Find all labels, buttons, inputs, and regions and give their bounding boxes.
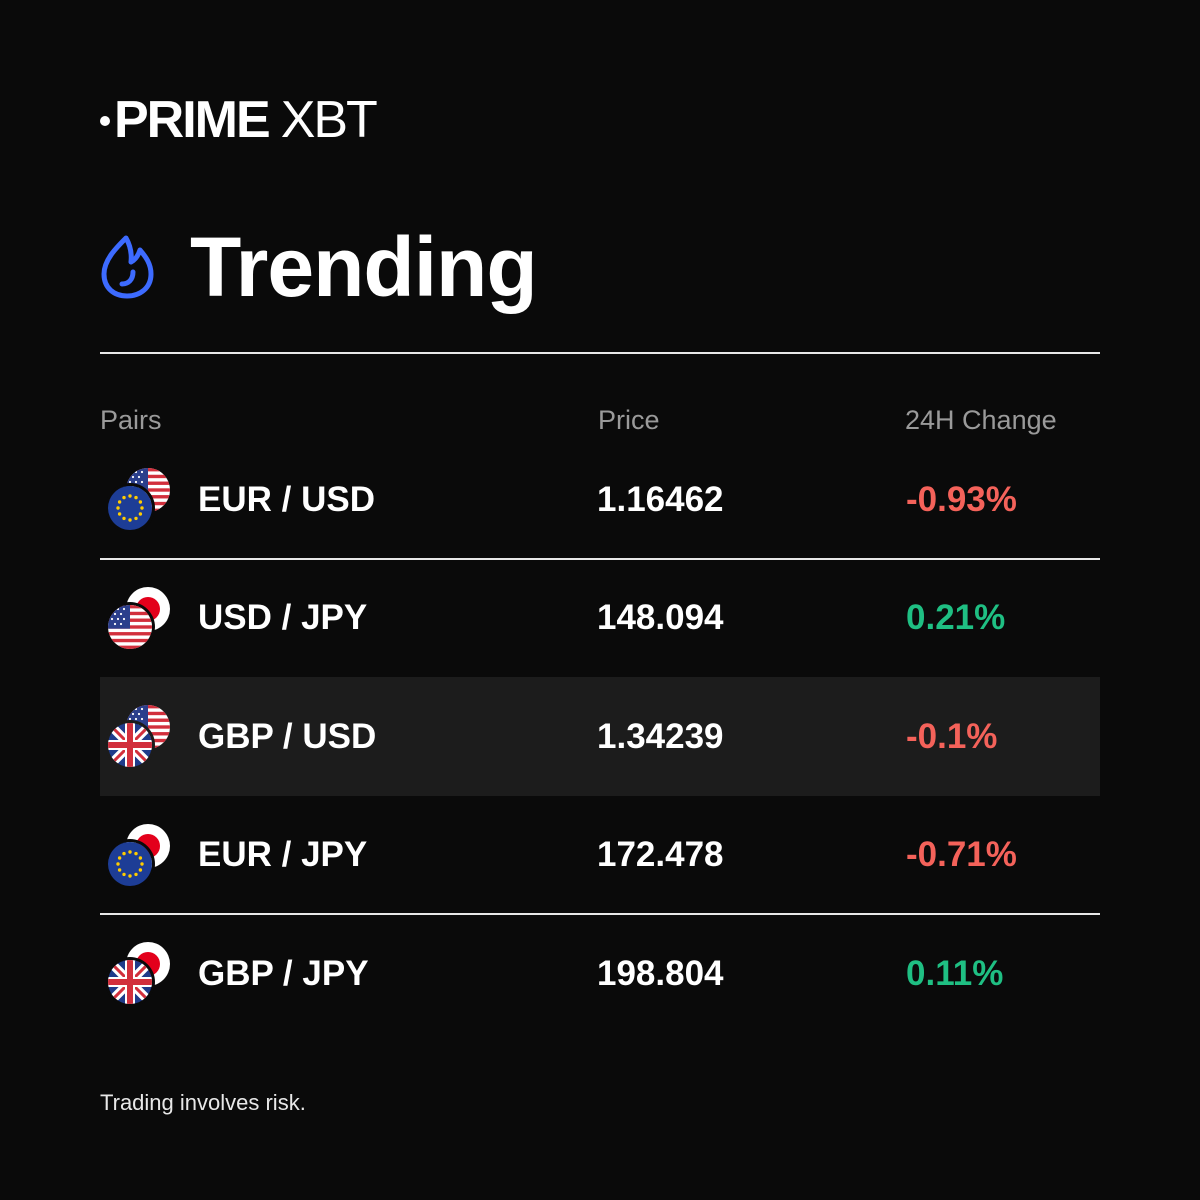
eu-flag-icon: [108, 486, 152, 531]
pair-label: USD / JPY: [198, 598, 368, 638]
eu-flag-icon: [108, 841, 152, 886]
brand-logo: PRIME XBT: [100, 91, 378, 149]
page-title: Trending: [190, 220, 538, 314]
price-value: 198.804: [597, 953, 724, 993]
column-header-change: 24H Change: [905, 405, 1057, 435]
price-value: 1.34239: [597, 716, 724, 756]
table-row[interactable]: EUR / USD 1.16462 -0.93%: [100, 440, 1100, 560]
pair-flags: [108, 823, 170, 886]
risk-disclaimer: Trading involves risk.: [100, 1090, 306, 1115]
pair-flags: [108, 942, 170, 1005]
uk-flag-icon: [108, 723, 152, 768]
row-divider: [100, 557, 1100, 560]
change-value: 0.11%: [906, 953, 1004, 993]
pair-flags: [108, 586, 170, 649]
pair-label: GBP / USD: [198, 716, 377, 756]
pair-flags: [108, 705, 170, 768]
price-value: 148.094: [597, 598, 724, 638]
table-row[interactable]: USD / JPY 148.094 0.21%: [100, 559, 1100, 678]
pair-label: EUR / JPY: [198, 835, 368, 875]
flame-icon: [101, 235, 154, 299]
pairs-table: EUR / USD 1.16462 -0.93% USD / JPY 148.094 0.…: [100, 440, 1100, 1033]
change-value: -0.1%: [906, 716, 998, 756]
uk-flag-icon: [108, 960, 152, 1005]
change-value: -0.71%: [906, 835, 1017, 875]
us-flag-icon: [108, 604, 152, 649]
table-row[interactable]: GBP / JPY 198.804 0.11%: [100, 914, 1100, 1033]
logo-dot: [100, 116, 110, 126]
page-heading: Trending: [100, 220, 538, 314]
logo-xbt-text: XBT: [280, 91, 378, 149]
price-value: 1.16462: [597, 479, 724, 519]
row-divider: [100, 913, 1100, 915]
change-value: -0.93%: [906, 479, 1017, 519]
column-header-pairs: Pairs: [100, 405, 162, 435]
table-row[interactable]: EUR / JPY 172.478 -0.71%: [100, 796, 1100, 915]
pair-flags: [108, 468, 170, 531]
table-row[interactable]: GBP / USD 1.34239 -0.1%: [100, 677, 1100, 796]
price-value: 172.478: [597, 835, 724, 875]
logo-prime-text: PRIME: [114, 91, 271, 149]
divider: [100, 352, 1100, 354]
pair-label: EUR / USD: [198, 479, 375, 519]
pair-label: GBP / JPY: [198, 953, 369, 993]
column-header-price: Price: [598, 405, 660, 435]
change-value: 0.21%: [906, 598, 1006, 638]
